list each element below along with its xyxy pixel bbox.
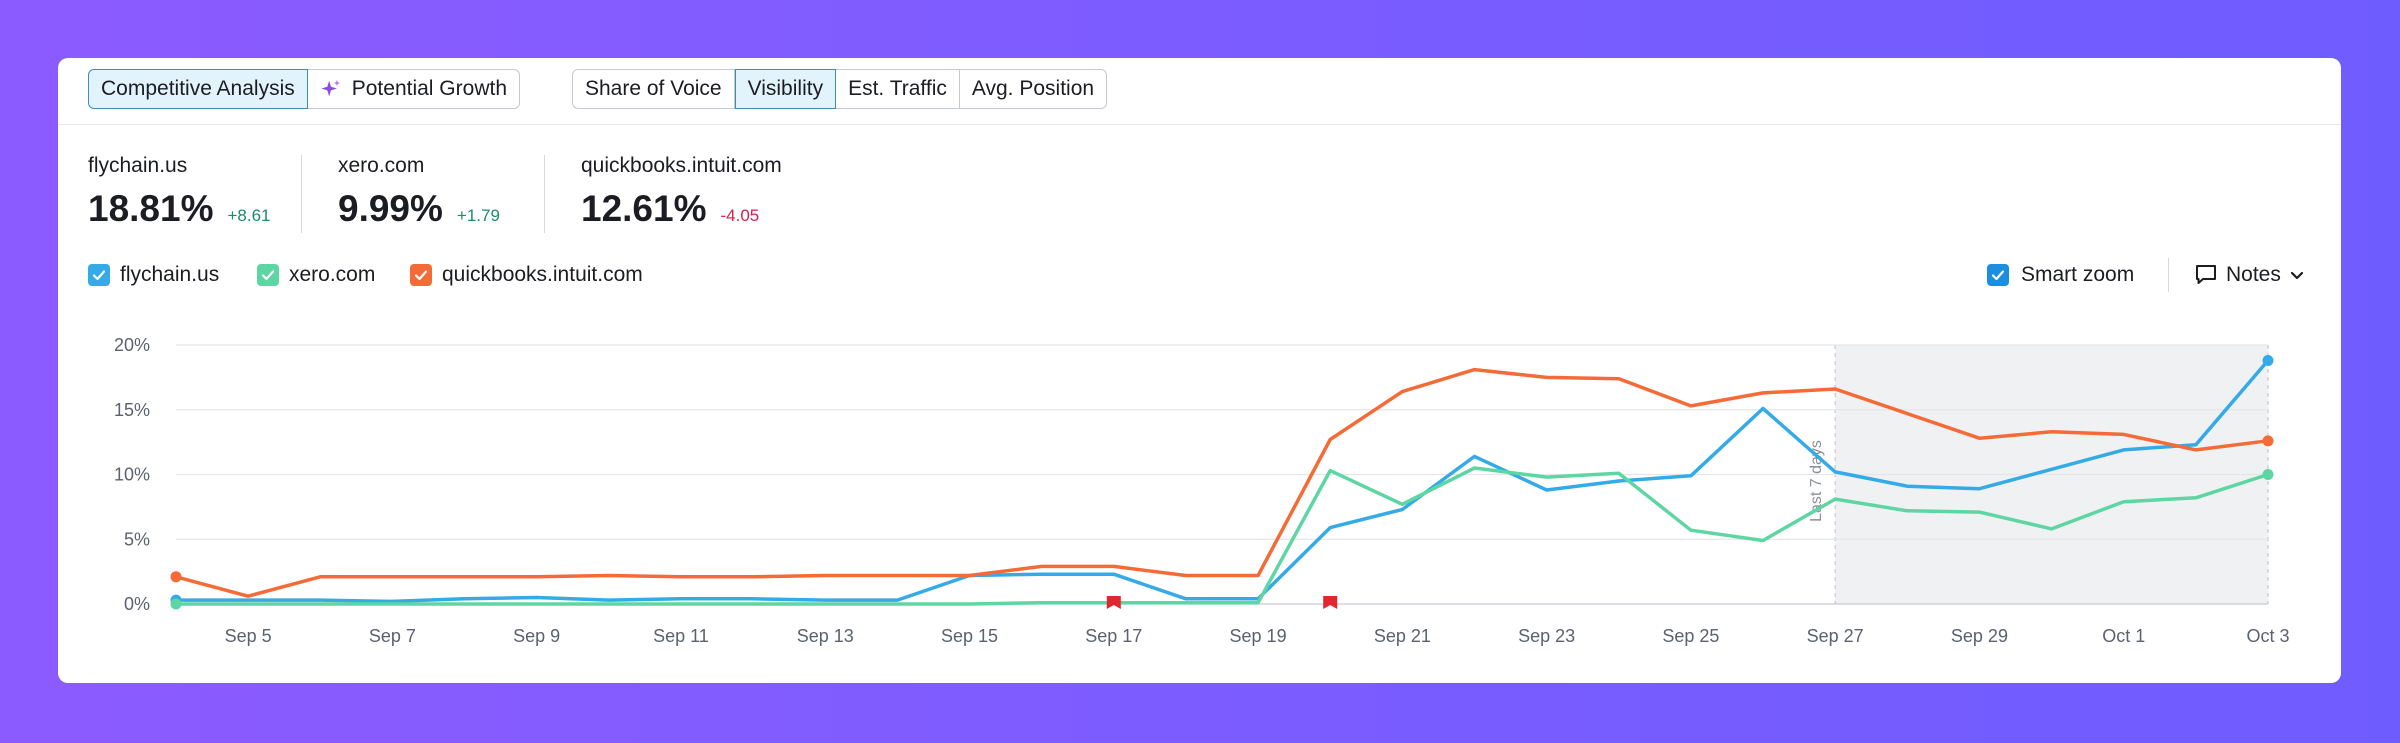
metric-flychain: flychain.us 18.81% +8.61 xyxy=(88,154,271,230)
legend-xero[interactable]: xero.com xyxy=(257,263,375,287)
series-end-point xyxy=(2262,435,2274,447)
note-flag-icon xyxy=(1106,596,1121,609)
tab-competitive-analysis[interactable]: Competitive Analysis xyxy=(88,69,308,109)
tab-est-traffic[interactable]: Est. Traffic xyxy=(836,69,960,109)
tab-visibility[interactable]: Visibility xyxy=(734,69,837,109)
note-flag-shape xyxy=(1106,596,1121,609)
series-line xyxy=(174,466,2270,606)
metric-value: 12.61% xyxy=(581,188,707,229)
note-flag-icon xyxy=(1323,596,1338,609)
x-tick-label: Sep 13 xyxy=(797,626,854,646)
metric-domain: xero.com xyxy=(338,154,425,177)
series-end-point xyxy=(2262,355,2274,367)
x-tick-label: Sep 11 xyxy=(653,626,709,646)
metric-divider xyxy=(544,155,545,233)
checkbox-icon[interactable] xyxy=(1987,264,2009,286)
mode-tab-group: Competitive Analysis Potential Growth xyxy=(88,69,520,109)
series-start-point xyxy=(170,571,182,583)
series-line xyxy=(174,367,2270,598)
metric-delta: +8.61 xyxy=(227,206,271,225)
series-end-point xyxy=(2262,469,2274,480)
series-line xyxy=(174,358,2270,604)
series-start-point xyxy=(170,598,182,610)
y-tick-label: 0% xyxy=(124,594,150,614)
metric-tab-group: Share of Voice Visibility Est. Traffic A… xyxy=(572,69,1108,109)
x-tick-label: Sep 23 xyxy=(1518,626,1575,646)
x-tick-label: Sep 7 xyxy=(369,626,416,646)
sparkle-icon xyxy=(321,79,340,97)
metric-xero: xero.com 9.99% +1.79 xyxy=(338,154,500,230)
x-tick-label: Sep 19 xyxy=(1230,626,1287,646)
checkbox-icon[interactable] xyxy=(410,264,432,286)
x-tick-label: Sep 27 xyxy=(1807,626,1864,646)
x-tick-label: Sep 9 xyxy=(513,626,560,646)
legend-flychain[interactable]: flychain.us xyxy=(88,263,219,287)
toolbar: Competitive Analysis Potential Growth Sh… xyxy=(58,58,2341,125)
metric-delta: -4.05 xyxy=(720,206,760,225)
tab-avg-position[interactable]: Avg. Position xyxy=(959,69,1108,109)
tab-share-of-voice[interactable]: Share of Voice xyxy=(572,69,735,109)
metric-value: 18.81% xyxy=(88,188,214,229)
tab-potential-growth[interactable]: Potential Growth xyxy=(307,69,520,109)
visibility-line-chart: 0% 5% 10% 15% 20% Sep 5 Sep 7 Sep 9 Sep 11 Sep 13… xyxy=(114,335,2290,646)
comment-icon xyxy=(2196,265,2216,284)
y-tick-label: 15% xyxy=(114,400,150,420)
metric-domain: flychain.us xyxy=(88,154,188,177)
metric-domain: quickbooks.intuit.com xyxy=(581,154,782,177)
y-tick-label: 10% xyxy=(114,465,150,485)
metric-value: 9.99% xyxy=(338,188,443,229)
x-tick-label: Sep 15 xyxy=(941,626,998,646)
legend-quickbooks[interactable]: quickbooks.intuit.com xyxy=(410,263,643,287)
metric-quickbooks: quickbooks.intuit.com 12.61% -4.05 xyxy=(581,154,782,230)
metric-delta: +1.79 xyxy=(456,206,500,225)
visibility-card: Competitive Analysis Potential Growth Sh… xyxy=(58,58,2341,683)
x-tick-label: Sep 17 xyxy=(1085,626,1142,646)
y-tick-label: 20% xyxy=(114,335,150,355)
metric-divider xyxy=(301,155,302,233)
controls-divider xyxy=(2168,258,2169,292)
note-flag-shape xyxy=(1323,596,1338,609)
x-tick-label: Sep 25 xyxy=(1662,626,1719,646)
smart-zoom-toggle[interactable]: Smart zoom xyxy=(1987,263,2134,287)
x-tick-label: Oct 3 xyxy=(2246,626,2289,646)
y-tick-label: 5% xyxy=(124,529,150,549)
chevron-down-icon xyxy=(2290,271,2303,280)
x-tick-label: Oct 1 xyxy=(2102,626,2145,646)
checkbox-icon[interactable] xyxy=(88,264,110,286)
notes-dropdown[interactable]: Notes xyxy=(2194,263,2305,287)
x-tick-label: Sep 5 xyxy=(225,626,272,646)
x-tick-label: Sep 29 xyxy=(1951,626,2008,646)
checkbox-icon[interactable] xyxy=(257,264,279,286)
x-tick-label: Sep 21 xyxy=(1374,626,1431,646)
